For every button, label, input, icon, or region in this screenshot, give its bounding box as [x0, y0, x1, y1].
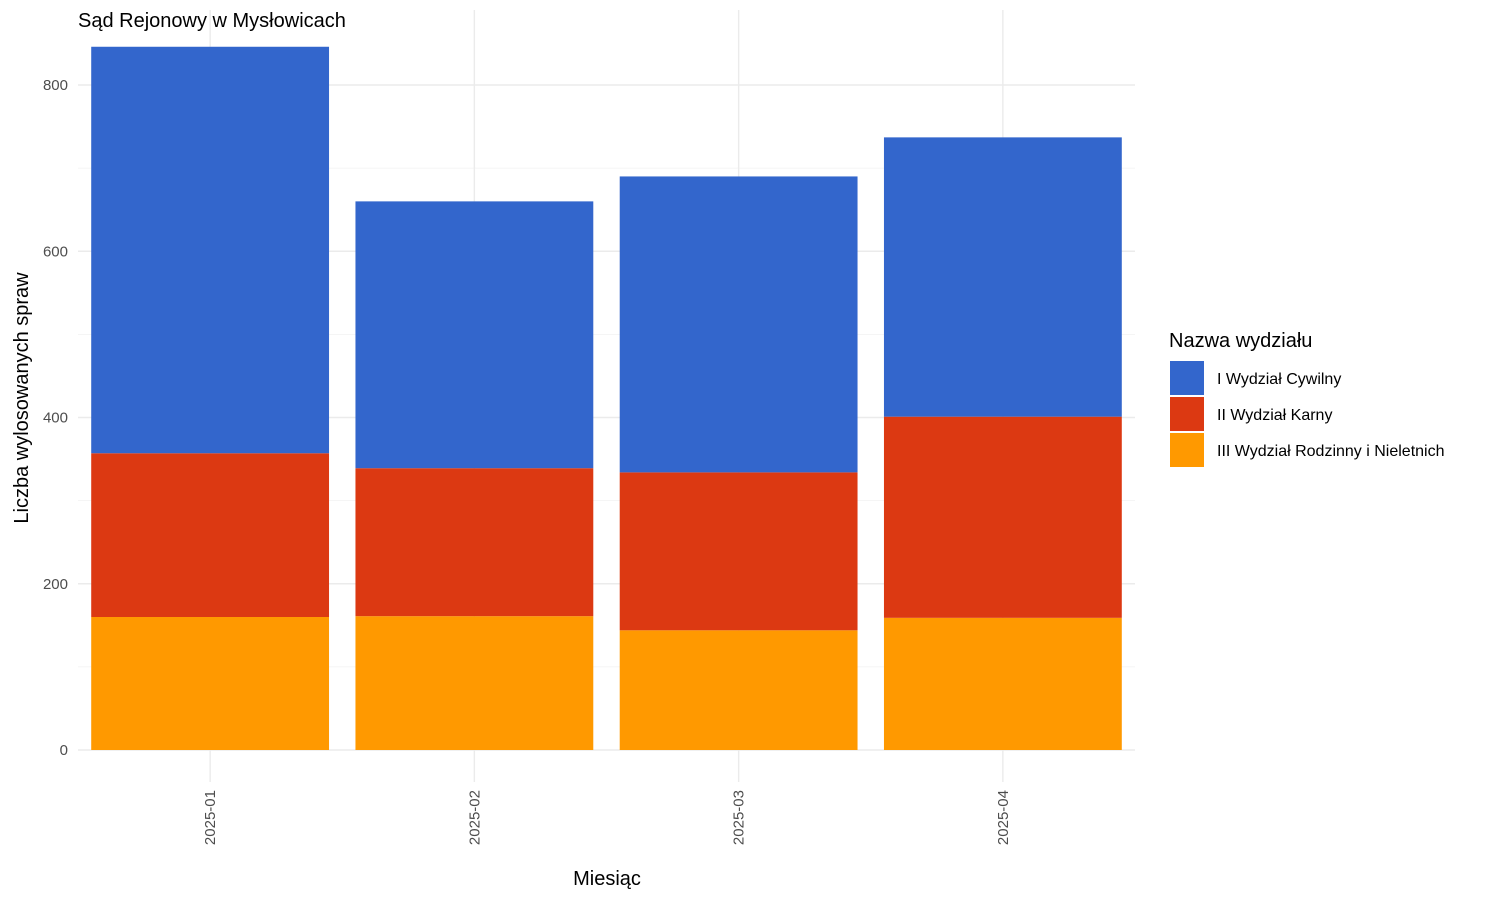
bar-segment [883, 617, 1122, 750]
x-axis-ticks: 2025-01 2025-02 2025-03 2025-04 [202, 790, 1012, 845]
bar-segment [619, 472, 858, 631]
legend-swatch [1170, 397, 1204, 431]
bar-segment [619, 630, 858, 750]
legend-label: I Wydział Cywilny [1217, 371, 1341, 388]
x-tick-label: 2025-03 [731, 790, 748, 845]
x-tick-label: 2025-02 [466, 790, 483, 845]
bar-segment [91, 617, 330, 750]
y-tick-label: 200 [43, 576, 68, 593]
y-tick-label: 400 [43, 410, 68, 427]
y-tick-label: 600 [43, 243, 68, 260]
y-axis-title: Liczba wylosowanych spraw [11, 272, 33, 524]
bar-segment [883, 137, 1122, 417]
legend-title: Nazwa wydziału [1169, 330, 1312, 352]
y-tick-label: 800 [43, 77, 68, 94]
bar-segment [91, 46, 330, 454]
bar-segment [619, 176, 858, 473]
chart-title: Sąd Rejonowy w Mysłowicach [78, 10, 346, 32]
x-tick-label: 2025-04 [995, 790, 1012, 845]
legend: Nazwa wydziału I Wydział Cywilny II Wydzi… [1169, 330, 1445, 467]
bar-segment [883, 416, 1122, 618]
bar-segment [355, 616, 594, 750]
x-tick-label: 2025-01 [202, 790, 219, 845]
legend-swatch [1170, 433, 1204, 467]
y-tick-label: 0 [60, 742, 68, 759]
bar-segment [355, 201, 594, 469]
legend-label: III Wydział Rodzinny i Nieletnich [1217, 443, 1445, 460]
legend-swatch [1170, 361, 1204, 395]
y-axis-ticks: 0 200 400 600 800 [43, 77, 68, 759]
legend-label: II Wydział Karny [1217, 407, 1332, 424]
bars [91, 46, 1122, 750]
x-axis-title: Miesiąc [573, 868, 641, 890]
bar-segment [91, 453, 330, 617]
bar-segment [355, 468, 594, 617]
